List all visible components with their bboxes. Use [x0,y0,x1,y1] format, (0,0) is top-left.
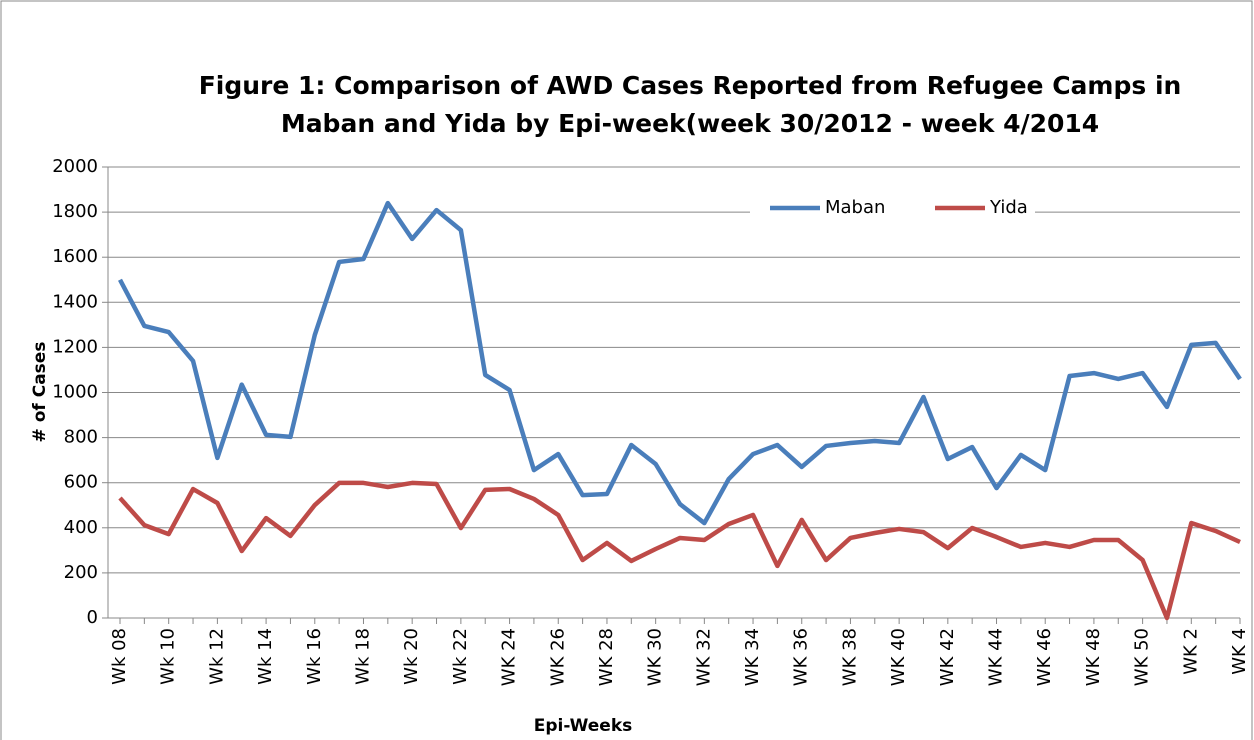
x-tick-label: WK 26 [547,628,568,686]
y-tick-label: 1000 [52,382,98,403]
x-tick-label: Wk 16 [304,628,325,685]
y-tick-label: 1600 [52,246,98,267]
y-tick-label: 1200 [52,336,98,357]
x-tick-label: WK 48 [1083,628,1104,686]
chart-title: Maban and Yida by Epi-week(week 30/2012 … [281,109,1099,138]
y-tick-label: 400 [64,517,98,538]
x-tick-label: Wk 10 [158,628,179,685]
x-tick-label: WK 40 [888,628,909,686]
x-tick-label: WK 30 [645,628,666,686]
x-tick-label: WK 44 [986,628,1007,686]
chart-title: Figure 1: Comparison of AWD Cases Report… [199,71,1182,100]
y-tick-label: 2000 [52,156,98,177]
x-tick-label: WK 24 [499,628,520,686]
x-tick-label: WK 28 [596,628,617,686]
x-axis-title: Epi-Weeks [534,716,633,736]
legend-label: Yida [989,197,1028,218]
y-axis-title: # of Cases [30,342,50,443]
y-tick-label: 800 [64,427,98,448]
x-tick-label: Wk 22 [450,628,471,685]
x-tick-label: WK 50 [1132,628,1153,686]
y-tick-label: 200 [64,562,98,583]
line-series [118,480,1241,621]
line-series [118,200,1242,526]
x-tick-label: Wk 18 [352,628,373,685]
x-tick-label: Wk 12 [206,628,227,685]
y-tick-label: 1800 [52,201,98,222]
x-tick-label: WK 36 [791,628,812,686]
x-tick-label: WK 42 [937,628,958,686]
y-tick-label: 1400 [52,291,98,312]
x-tick-label: WK 34 [742,628,763,686]
x-tick-label: Wk 14 [255,628,276,685]
legend-label: Maban [825,197,885,218]
x-tick-label: WK 32 [693,628,714,686]
x-tick-label: WK 2 [1180,628,1201,675]
y-tick-label: 0 [87,607,98,628]
x-tick-label: Wk 08 [109,628,130,685]
x-tick-label: WK 46 [1034,628,1055,686]
x-tick-label: WK 4 [1229,628,1250,675]
y-tick-label: 600 [64,472,98,493]
x-tick-label: Wk 20 [401,628,422,685]
x-tick-label: WK 38 [839,628,860,686]
